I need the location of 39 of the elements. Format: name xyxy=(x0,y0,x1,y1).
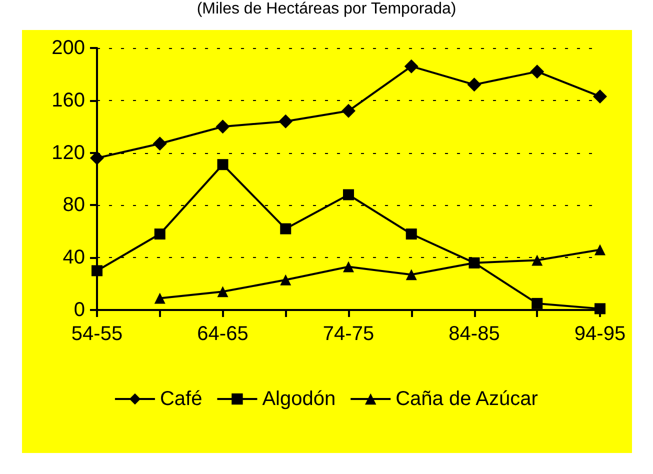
point xyxy=(154,228,166,240)
legend-label: Algodón xyxy=(262,388,336,410)
x-tick-label: 94-95 xyxy=(574,323,626,345)
y-tick-label: 200 xyxy=(52,37,85,59)
point xyxy=(280,274,292,286)
x-tick-label: 64-65 xyxy=(197,323,248,345)
point xyxy=(532,298,543,309)
point xyxy=(594,303,606,314)
chart-subtitle: (Miles de Hectáreas por Temporada) xyxy=(196,0,456,18)
point xyxy=(217,286,228,298)
point xyxy=(532,254,543,266)
point xyxy=(530,64,544,79)
point xyxy=(278,114,293,128)
point xyxy=(467,78,482,92)
y-tick-label: 40 xyxy=(62,246,85,269)
point xyxy=(216,120,230,134)
y-tick-label: 120 xyxy=(52,142,85,164)
point xyxy=(152,136,167,151)
point xyxy=(404,59,418,74)
x-tick-label: 84-85 xyxy=(448,323,500,345)
point xyxy=(406,269,417,280)
point xyxy=(90,151,104,166)
point xyxy=(406,228,417,240)
y-tick-label: 80 xyxy=(62,194,85,216)
x-tick-label: 54-55 xyxy=(71,323,123,345)
legend-label: Caña de Azúcar xyxy=(396,388,538,410)
legend-label: Café xyxy=(160,388,202,410)
y-tick-label: 160 xyxy=(52,89,85,112)
x-tick-label: 74-75 xyxy=(322,323,374,345)
point xyxy=(594,244,606,256)
point xyxy=(343,189,354,200)
point xyxy=(217,159,228,170)
y-tick-label: 0 xyxy=(74,299,85,321)
point xyxy=(280,223,292,234)
point xyxy=(92,265,102,276)
point xyxy=(343,261,354,272)
point xyxy=(593,89,607,104)
point xyxy=(154,292,166,304)
point xyxy=(342,104,356,118)
